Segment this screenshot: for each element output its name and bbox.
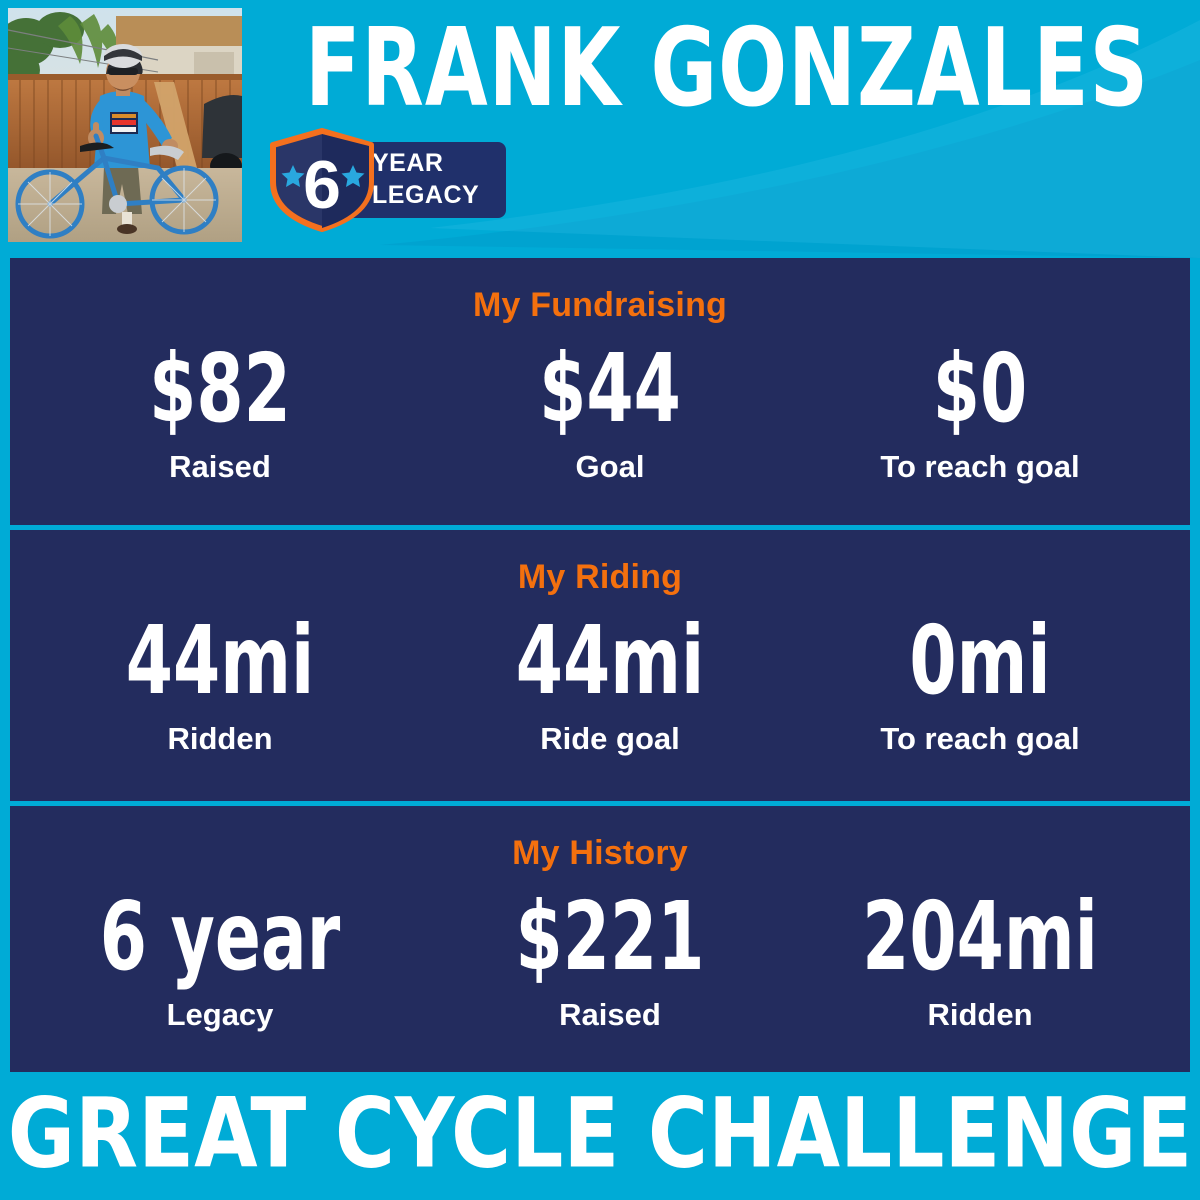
stat-value: 6 year: [99, 882, 341, 993]
card-header: FRANK GONZALES YEAR LEGACY 6: [0, 0, 1200, 258]
stat-label: Raised: [559, 997, 661, 1032]
stat-value: 44mi: [125, 606, 315, 717]
panel-my-history: My History 6 year Legacy $221 Raised 204…: [10, 806, 1190, 1072]
panel-divider-2: [10, 801, 1190, 806]
stat-lifetime-raised: $221 Raised: [450, 887, 770, 1034]
stat-goal: $44 Goal: [450, 339, 770, 486]
star-left-icon: [281, 165, 305, 187]
card-footer: GREAT CYCLE CHALLENGE: [0, 1072, 1200, 1200]
rider-photo-image: [8, 8, 242, 242]
legacy-plate-text: YEAR LEGACY: [372, 147, 479, 211]
stat-label: Goal: [575, 449, 645, 484]
stat-label: To reach goal: [880, 721, 1080, 756]
stat-label: To reach goal: [880, 449, 1080, 484]
legacy-badge: YEAR LEGACY 6: [266, 128, 506, 232]
stat-raised: $82 Raised: [70, 339, 370, 486]
panel-my-fundraising: My Fundraising $82 Raised $44 Goal $0 To…: [10, 258, 1190, 526]
stat-to-reach-goal: $0 To reach goal: [810, 339, 1150, 486]
stat-lifetime-ridden: 204mi Ridden: [810, 887, 1150, 1034]
stat-label: Raised: [169, 449, 271, 484]
shield-icon: 6: [270, 128, 374, 232]
stat-legacy: 6 year Legacy: [70, 887, 370, 1034]
star-right-icon: [341, 165, 365, 187]
stat-value: 0mi: [909, 606, 1051, 717]
panel-title-riding: My Riding: [517, 558, 683, 596]
panel-my-riding: My Riding 44mi Ridden 44mi Ride goal 0mi…: [10, 530, 1190, 802]
stat-value: $221: [515, 882, 705, 993]
legacy-year-number: 6: [303, 147, 341, 223]
panel-title-fundraising: My Fundraising: [472, 286, 728, 324]
great-cycle-challenge-wordmark: GREAT CYCLE CHALLENGE: [7, 1077, 1193, 1190]
panel-divider-1: [10, 525, 1190, 530]
legacy-legacy-label: LEGACY: [372, 181, 480, 209]
stat-label: Legacy: [166, 997, 274, 1032]
stat-value: $82: [149, 334, 291, 445]
stat-label: Ride goal: [540, 721, 680, 756]
stat-ridden: 44mi Ridden: [70, 611, 370, 758]
stat-ride-goal: 44mi Ride goal: [450, 611, 770, 758]
panel-title-history: My History: [512, 834, 688, 872]
athlete-name: FRANK GONZALES: [304, 5, 1150, 131]
stat-value: $44: [539, 334, 681, 445]
rider-photo: [8, 8, 242, 242]
stats-panels: My Fundraising $82 Raised $44 Goal $0 To…: [10, 258, 1190, 1072]
stat-ride-to-reach-goal: 0mi To reach goal: [810, 611, 1150, 758]
stat-value: 44mi: [515, 606, 705, 717]
legacy-year-label: YEAR: [372, 149, 444, 177]
stat-value: $0: [932, 334, 1028, 445]
stat-label: Ridden: [927, 997, 1033, 1032]
stat-value: 204mi: [862, 882, 1098, 993]
stat-label: Ridden: [167, 721, 273, 756]
